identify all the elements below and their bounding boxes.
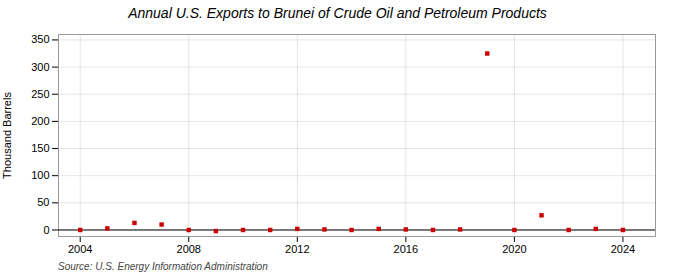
svg-text:100: 100 (31, 169, 49, 181)
svg-text:0: 0 (43, 224, 49, 236)
svg-text:350: 350 (31, 33, 49, 45)
svg-text:250: 250 (31, 88, 49, 100)
svg-text:Thousand Barrels: Thousand Barrels (1, 92, 13, 179)
svg-text:2016: 2016 (394, 243, 418, 255)
svg-text:150: 150 (31, 142, 49, 154)
svg-text:300: 300 (31, 61, 49, 73)
svg-text:2020: 2020 (502, 243, 526, 255)
svg-text:2024: 2024 (611, 243, 635, 255)
html-text:Annual U.S. Exports to Brunei: Annual U.S. Exports to Brunei of Crude O… (128, 5, 547, 21)
html-text:Source: U.S. Energy Informatio: Source: U.S. Energy Information Administ… (58, 261, 268, 272)
svg-text:2012: 2012 (285, 243, 309, 255)
svg-text:2004: 2004 (68, 243, 92, 255)
svg-text:200: 200 (31, 115, 49, 127)
svg-text:2008: 2008 (177, 243, 201, 255)
svg-text:50: 50 (37, 196, 49, 208)
